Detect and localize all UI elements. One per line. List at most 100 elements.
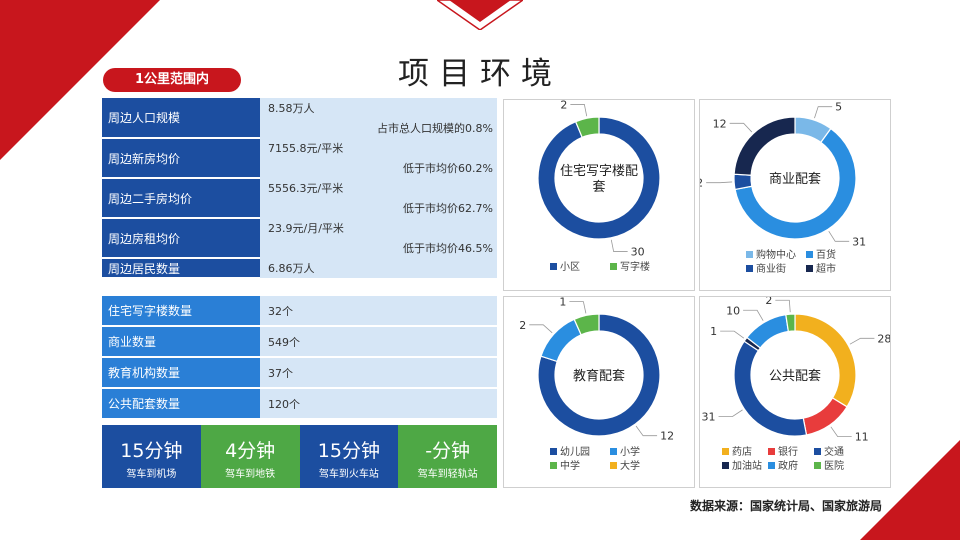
legend-label-3: 加油站 bbox=[732, 459, 762, 472]
legend-swatch-0 bbox=[550, 448, 557, 455]
leader-line-1 bbox=[828, 230, 850, 242]
donut-slice-2 bbox=[733, 340, 808, 437]
travel-time: 4分钟 bbox=[225, 440, 276, 462]
leader-line-0 bbox=[635, 425, 658, 437]
legend-label-1: 写字楼 bbox=[620, 260, 650, 273]
data-label-4: 10 bbox=[726, 304, 740, 317]
data-label-1: 2 bbox=[519, 319, 526, 332]
donut-slice-1 bbox=[734, 127, 857, 240]
leader-line-2 bbox=[718, 409, 743, 417]
data-label-0: 5 bbox=[835, 101, 842, 114]
row-value: 23.9元/月/平米 bbox=[260, 218, 497, 238]
table-row: 公共配套数量 120个 bbox=[102, 388, 497, 420]
donut-panel-education: 12 2 1 教育配套幼儿园 小学中学 大学 bbox=[503, 296, 695, 488]
row-note: 低于市均价62.7% bbox=[260, 198, 497, 218]
data-label-1: 2 bbox=[560, 100, 567, 111]
leader-line-0 bbox=[849, 337, 875, 345]
row-value: 6.86万人 bbox=[260, 258, 497, 278]
chart-title: 套 bbox=[592, 179, 605, 195]
row-value: 7155.8元/平米 bbox=[260, 138, 497, 158]
travel-time: 15分钟 bbox=[317, 440, 380, 462]
donut-slice-0 bbox=[537, 116, 661, 240]
legend-swatch-0 bbox=[550, 263, 557, 270]
leader-line-2 bbox=[706, 181, 733, 184]
table-row: 周边二手房均价 5556.3元/平米 bbox=[102, 178, 497, 219]
row-note: 占市总人口规模的0.8% bbox=[260, 118, 497, 138]
data-label-1: 31 bbox=[852, 235, 866, 248]
travel-destination: 驾车到轻轨站 bbox=[417, 469, 478, 480]
data-label-5: 2 bbox=[765, 297, 772, 307]
legend-label-2: 商业街 bbox=[756, 262, 786, 275]
donut-slice-4 bbox=[746, 314, 790, 349]
travel-tile-train: 15分钟 驾车到火车站 bbox=[299, 425, 399, 488]
data-source-note: 数据来源：国家统计局、国家旅游局 bbox=[689, 499, 882, 513]
row-value: 549个 bbox=[260, 326, 497, 358]
legend-swatch-0 bbox=[746, 251, 753, 258]
travel-tile-airport: 15分钟 驾车到机场 bbox=[102, 425, 201, 488]
stats-table: 周边人口规模 8.58万人 占市总人口规模的0.8% 周边新房均价 7155.8… bbox=[102, 98, 497, 279]
range-tag: 1公里范围内 bbox=[103, 68, 241, 92]
row-label: 教育机构数量 bbox=[102, 357, 260, 389]
legend-label-2: 交通 bbox=[824, 445, 844, 458]
row-label: 周边新房均价 bbox=[102, 138, 260, 179]
page-title: 项目环境 bbox=[398, 56, 562, 92]
leader-line-4 bbox=[743, 309, 764, 321]
table-row: 住宅写字楼数量 32个 bbox=[102, 296, 497, 327]
donut-slice-1 bbox=[540, 318, 582, 363]
leader-line-5 bbox=[775, 299, 791, 313]
chart-title: 教育配套 bbox=[573, 368, 625, 384]
donut-panel-public: 28 11 31 1 10 2 公共配套 药店 银行 交通 加油站 政府 医院 bbox=[699, 296, 891, 488]
row-note: 低于市均价60.2% bbox=[260, 158, 497, 178]
table-row: 商业数量 549个 bbox=[102, 326, 497, 358]
leader-line-1 bbox=[529, 324, 553, 334]
row-value: 37个 bbox=[260, 357, 497, 389]
legend-label-3: 超市 bbox=[816, 262, 836, 275]
leader-line-3 bbox=[720, 330, 745, 339]
row-value: 120个 bbox=[260, 388, 497, 420]
travel-destination: 驾车到地铁 bbox=[225, 469, 276, 480]
donut-slice-1 bbox=[574, 116, 600, 139]
legend-swatch-5 bbox=[814, 462, 821, 469]
legend-label-1: 百货 bbox=[816, 248, 836, 261]
row-label: 商业数量 bbox=[102, 326, 260, 358]
legend-label-5: 医院 bbox=[824, 459, 844, 472]
data-label-3: 12 bbox=[713, 117, 727, 130]
legend-swatch-1 bbox=[768, 448, 775, 455]
data-label-2: 31 bbox=[702, 411, 716, 424]
travel-tile-light-rail: -分钟 驾车到轻轨站 bbox=[398, 425, 497, 488]
travel-destination: 驾车到机场 bbox=[126, 469, 177, 480]
row-label: 周边人口规模 bbox=[102, 98, 260, 139]
row-label: 公共配套数量 bbox=[102, 388, 260, 420]
row-note: 低于市均价46.5% bbox=[260, 238, 497, 258]
leader-line-3 bbox=[729, 122, 753, 133]
legend-swatch-1 bbox=[610, 263, 617, 270]
row-label: 周边房租均价 bbox=[102, 218, 260, 259]
legend-label-1: 小学 bbox=[620, 445, 640, 458]
data-label-2: 1 bbox=[559, 297, 566, 309]
chart-title: 公共配套 bbox=[769, 368, 821, 384]
legend-swatch-3 bbox=[722, 462, 729, 469]
travel-destination: 驾车到火车站 bbox=[318, 469, 379, 480]
data-label-0: 12 bbox=[660, 430, 674, 443]
chart-title: 商业配套 bbox=[769, 171, 821, 187]
legend-label-3: 大学 bbox=[620, 459, 640, 472]
data-label-2: 2 bbox=[700, 177, 703, 190]
leader-line-1 bbox=[570, 104, 588, 117]
legend-label-0: 幼儿园 bbox=[560, 445, 590, 458]
legend-label-0: 购物中心 bbox=[756, 248, 796, 261]
row-label: 住宅写字楼数量 bbox=[102, 296, 260, 327]
row-label: 周边二手房均价 bbox=[102, 178, 260, 219]
legend-swatch-2 bbox=[550, 462, 557, 469]
legend-label-0: 药店 bbox=[732, 445, 752, 458]
donut-slice-3 bbox=[733, 116, 796, 176]
row-value: 5556.3元/平米 bbox=[260, 178, 497, 198]
legend-swatch-3 bbox=[806, 265, 813, 272]
legend-label-2: 中学 bbox=[560, 459, 580, 472]
legend-label-1: 银行 bbox=[778, 445, 798, 458]
legend-swatch-3 bbox=[610, 462, 617, 469]
table-row: 教育机构数量 37个 bbox=[102, 357, 497, 389]
